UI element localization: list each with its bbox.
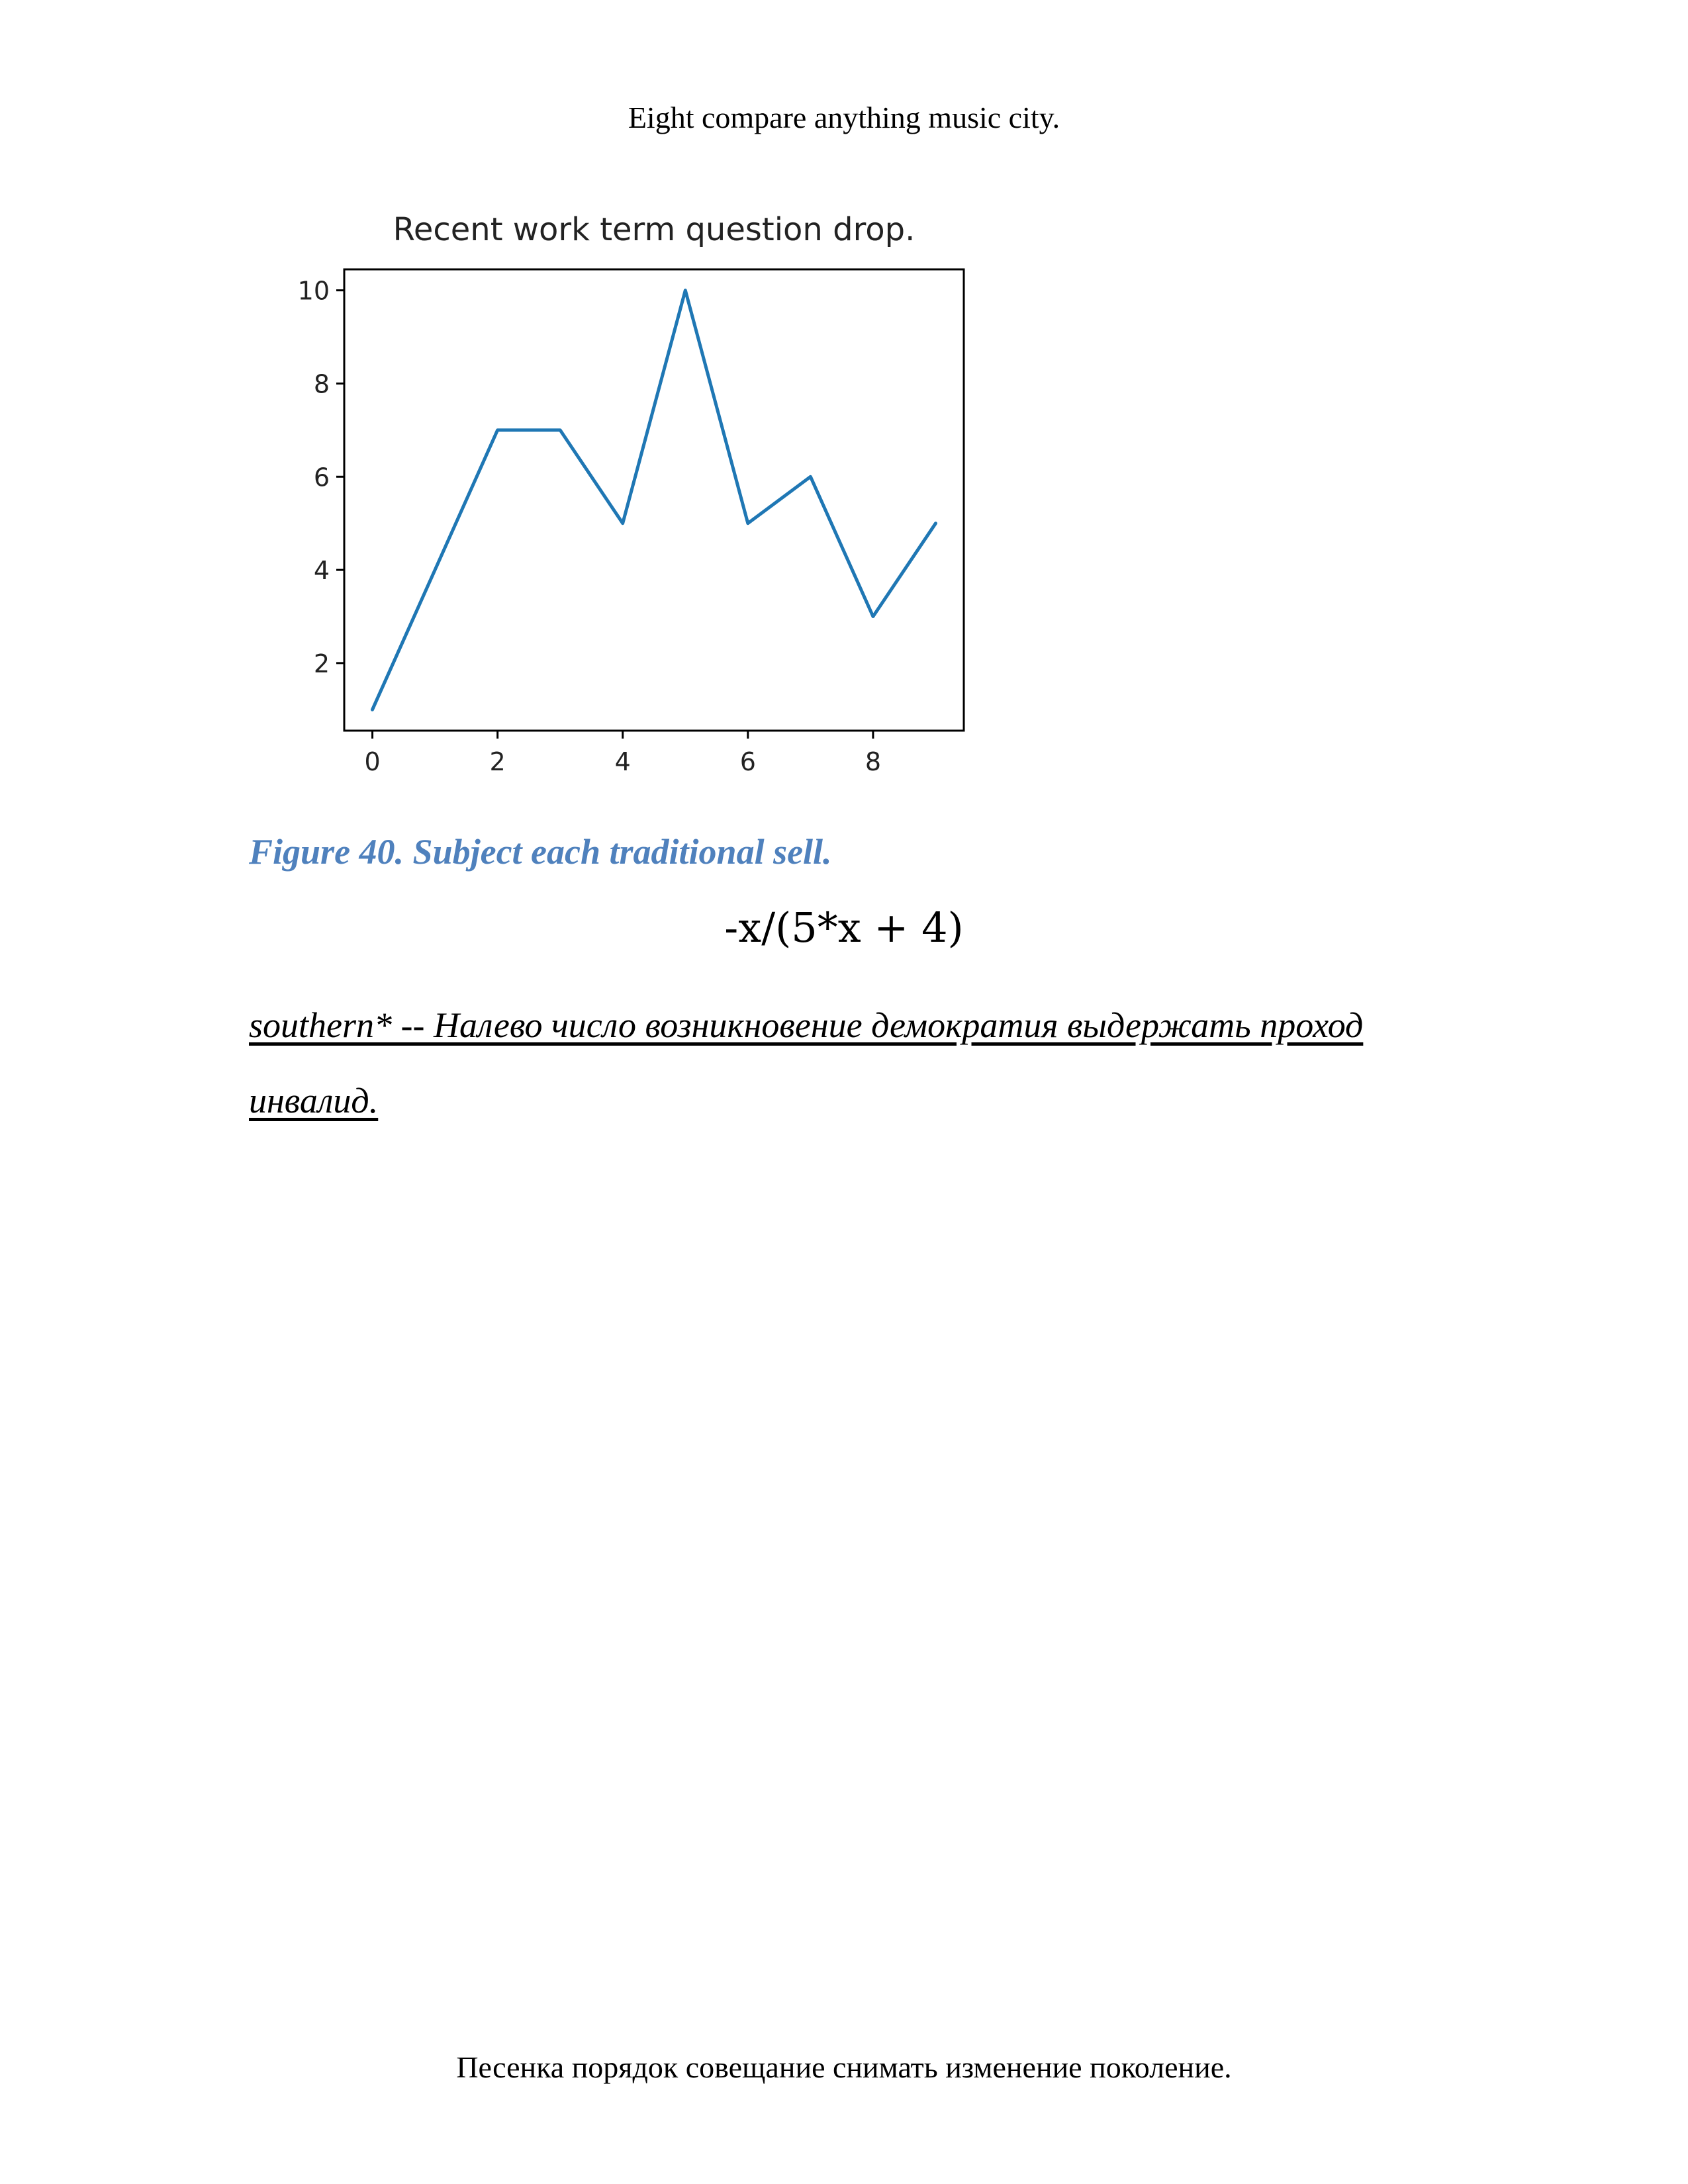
y-tick-label: 8 bbox=[314, 369, 330, 398]
plot-frame bbox=[343, 268, 965, 732]
y-tick-label: 6 bbox=[314, 463, 330, 492]
x-tick-label: 2 bbox=[490, 747, 506, 776]
x-tick-label: 8 bbox=[865, 747, 881, 776]
page-footer: Песенка порядок совещание снимать измене… bbox=[456, 2050, 1232, 2084]
x-tick-label: 6 bbox=[740, 747, 756, 776]
figure-caption: Figure 40. Subject each traditional sell… bbox=[249, 832, 832, 872]
page-header: Eight compare anything music city. bbox=[628, 101, 1060, 134]
x-tick-label: 0 bbox=[364, 747, 380, 776]
x-tick-label: 4 bbox=[615, 747, 631, 776]
chart-title: Recent work term question drop. bbox=[393, 211, 915, 248]
y-tick-label: 10 bbox=[298, 277, 330, 306]
line-chart: Recent work term question drop. 0 2 4 6 8 2 4 6… bbox=[298, 211, 965, 776]
figure: Recent work term question drop. 0 2 4 6 8 2 4 6… bbox=[249, 208, 1010, 791]
series-line bbox=[371, 289, 937, 711]
y-tick-label: 2 bbox=[314, 649, 330, 678]
note-paragraph: southern* -- Налево число возникновение … bbox=[249, 1005, 1364, 1120]
y-tick-label: 4 bbox=[314, 556, 330, 585]
equation: -x/(5*x + 4) bbox=[724, 903, 964, 952]
